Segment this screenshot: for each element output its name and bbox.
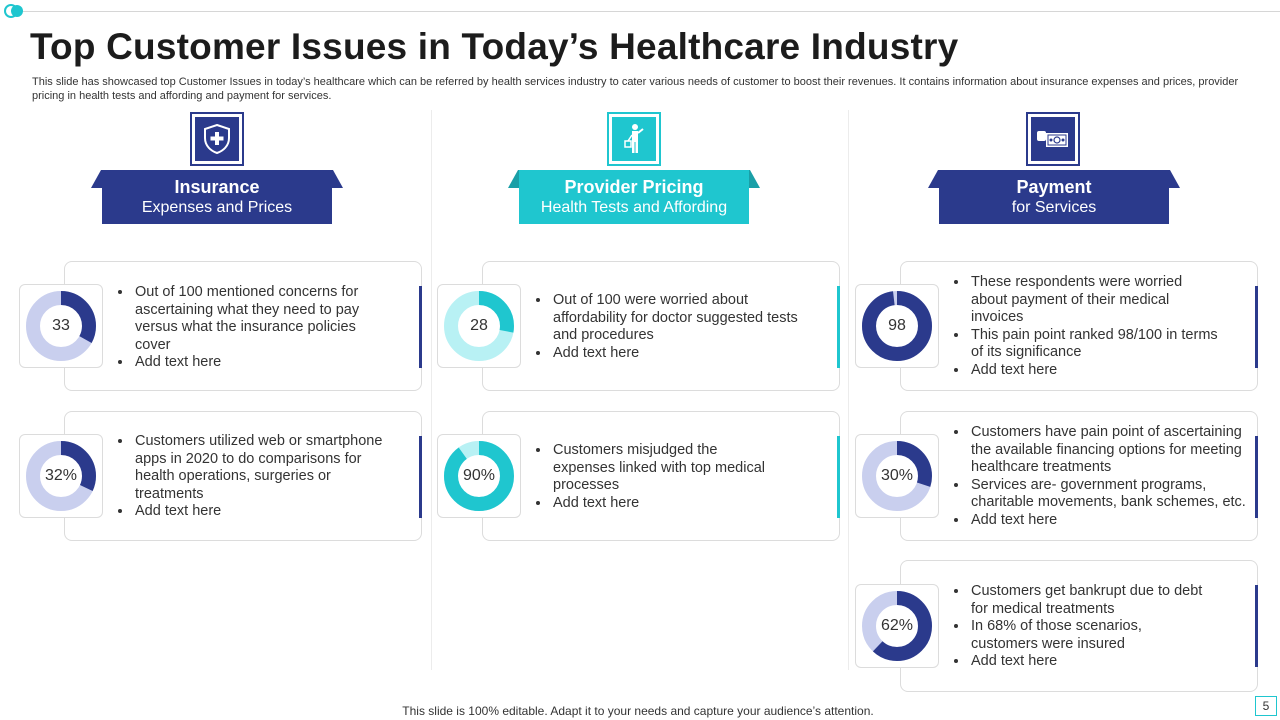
- column-subheading: for Services: [1011, 199, 1097, 216]
- top-rule: [14, 11, 1280, 12]
- bullet-item: Add text here: [969, 512, 1255, 530]
- provider-icon-box: [607, 112, 661, 166]
- card-accent-bar: [1255, 436, 1258, 518]
- donut-chart: 28: [437, 284, 521, 368]
- issue-card: Customers misjudged the expenses linked …: [482, 411, 840, 541]
- card-accent-bar: [837, 436, 840, 518]
- donut-ring: [862, 591, 932, 661]
- donut-ring: [444, 291, 514, 361]
- page-subtitle: This slide has showcased top Customer Is…: [32, 76, 1239, 102]
- bullet-item: Add text here: [969, 653, 1209, 671]
- bullet-item: Customers have pain point of ascertainin…: [969, 424, 1255, 477]
- donut-chart: 62%: [855, 584, 939, 668]
- donut-value: 30%: [880, 467, 914, 484]
- insurance-header: Insurance Expenses and Prices: [102, 170, 332, 224]
- donut-ring: [26, 291, 96, 361]
- footer-note: This slide is 100% editable. Adapt it to…: [0, 704, 1280, 718]
- shield-plus-icon: [204, 124, 230, 154]
- donut-value: 32%: [44, 467, 78, 484]
- donut-chart: 98: [855, 284, 939, 368]
- top-dot-filled: [11, 5, 23, 17]
- bullet-item: Add text here: [551, 495, 781, 513]
- column-heading: Payment: [1016, 177, 1092, 197]
- page-title: Top Customer Issues in Today’s Healthcar…: [30, 26, 959, 67]
- issue-card: Customers utilized web or smartphone app…: [64, 411, 422, 541]
- card-accent-bar: [1255, 286, 1258, 368]
- payment-header: Payment for Services: [939, 170, 1169, 224]
- donut-ring: [26, 441, 96, 511]
- issue-card: Out of 100 were worried about affordabil…: [482, 261, 840, 391]
- issue-card: These respondents were worried about pay…: [900, 261, 1258, 391]
- bullet-item: In 68% of those scenarios, customers wer…: [969, 618, 1209, 653]
- column-subheading: Health Tests and Affording: [540, 199, 728, 216]
- bullet-list: Out of 100 were worried about affordabil…: [533, 292, 801, 362]
- bullet-item: Out of 100 were worried about affordabil…: [551, 292, 801, 345]
- column-heading: Insurance: [174, 177, 260, 197]
- bullet-list: Customers misjudged the expenses linked …: [533, 442, 781, 512]
- bullet-item: These respondents were worried about pay…: [969, 274, 1219, 327]
- card-accent-bar: [1255, 585, 1258, 667]
- bullet-list: Customers get bankrupt due to debt for m…: [951, 583, 1209, 671]
- column-divider: [431, 110, 432, 670]
- column-divider: [848, 110, 849, 670]
- bullet-item: Customers misjudged the expenses linked …: [551, 442, 781, 495]
- bullet-item: Add text here: [133, 354, 395, 372]
- donut-value: 33: [52, 317, 70, 334]
- donut-chart: 33: [19, 284, 103, 368]
- footer-text: This slide is 100% editable. Adapt it to…: [402, 704, 874, 718]
- card-accent-bar: [419, 286, 422, 368]
- donut-chart: 90%: [437, 434, 521, 518]
- donut-ring: [862, 441, 932, 511]
- insurance-icon-box: [190, 112, 244, 166]
- card-accent-bar: [419, 436, 422, 518]
- donut-value: 62%: [880, 617, 914, 634]
- bullet-item: Services are- government programs, chari…: [969, 477, 1255, 512]
- donut-chart: 30%: [855, 434, 939, 518]
- bullet-list: These respondents were worried about pay…: [951, 274, 1219, 380]
- bullet-list: Out of 100 mentioned concerns for ascert…: [115, 284, 395, 372]
- page-number: 5: [1255, 696, 1277, 716]
- bullet-item: Add text here: [133, 503, 395, 521]
- bullet-item: Add text here: [551, 345, 801, 363]
- issue-card: Customers have pain point of ascertainin…: [900, 411, 1258, 541]
- donut-ring: [444, 441, 514, 511]
- donut-value: 90%: [462, 467, 496, 484]
- cash-payment-icon: [1037, 131, 1068, 147]
- bullet-item: Customers utilized web or smartphone app…: [133, 433, 395, 503]
- column-subheading: Expenses and Prices: [141, 199, 293, 216]
- card-accent-bar: [837, 286, 840, 368]
- doctor-icon: [624, 124, 644, 153]
- issue-card: Customers get bankrupt due to debt for m…: [900, 560, 1258, 692]
- bullet-item: Customers get bankrupt due to debt for m…: [969, 583, 1209, 618]
- bullet-list: Customers utilized web or smartphone app…: [115, 433, 395, 521]
- bullet-item: Out of 100 mentioned concerns for ascert…: [133, 284, 395, 354]
- issue-card: Out of 100 mentioned concerns for ascert…: [64, 261, 422, 391]
- column-heading: Provider Pricing: [564, 177, 704, 197]
- payment-icon-box: [1026, 112, 1080, 166]
- donut-value: 98: [888, 317, 906, 334]
- bullet-item: This pain point ranked 98/100 in terms o…: [969, 327, 1219, 362]
- donut-ring: [862, 291, 932, 361]
- provider-pricing-header: Provider Pricing Health Tests and Afford…: [519, 170, 749, 224]
- donut-value: 28: [470, 317, 488, 334]
- bullet-list: Customers have pain point of ascertainin…: [951, 424, 1255, 530]
- bullet-item: Add text here: [969, 362, 1219, 380]
- donut-chart: 32%: [19, 434, 103, 518]
